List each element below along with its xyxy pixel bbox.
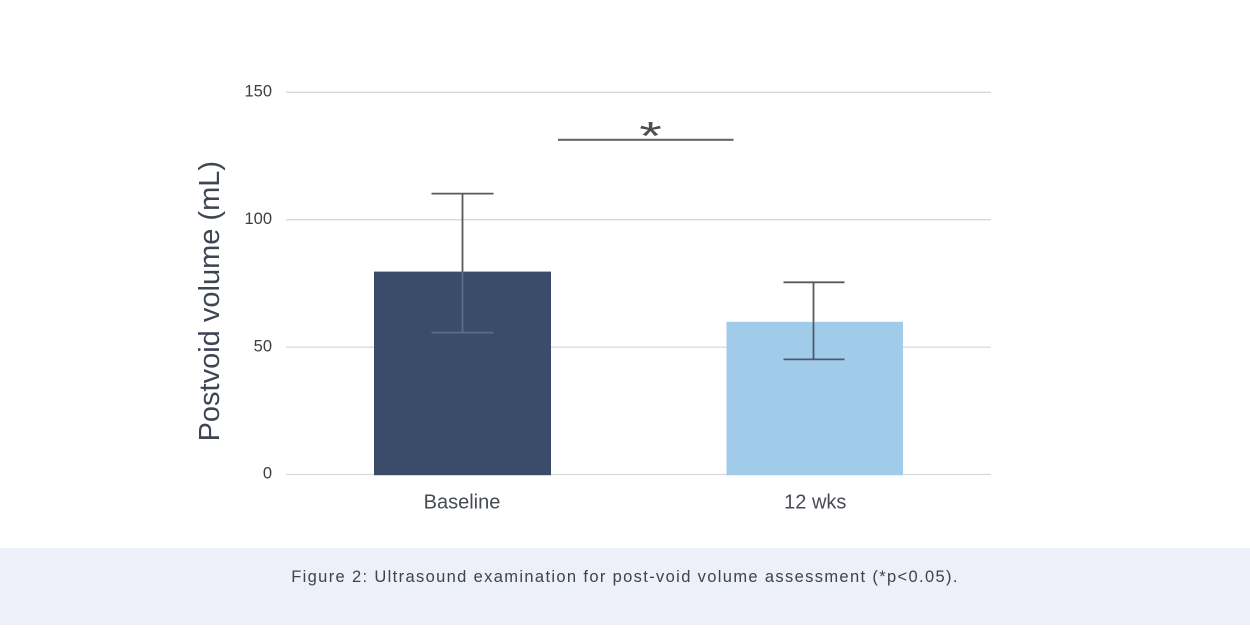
svg-text:Postvoid volume (mL): Postvoid volume (mL) bbox=[194, 161, 226, 441]
svg-text:0: 0 bbox=[263, 465, 272, 483]
svg-text:Baseline: Baseline bbox=[424, 492, 501, 514]
svg-text:50: 50 bbox=[254, 337, 272, 355]
svg-text:100: 100 bbox=[244, 210, 272, 228]
svg-text:150: 150 bbox=[244, 83, 272, 101]
svg-text:12 wks: 12 wks bbox=[784, 492, 846, 514]
svg-text:*: * bbox=[639, 113, 662, 158]
